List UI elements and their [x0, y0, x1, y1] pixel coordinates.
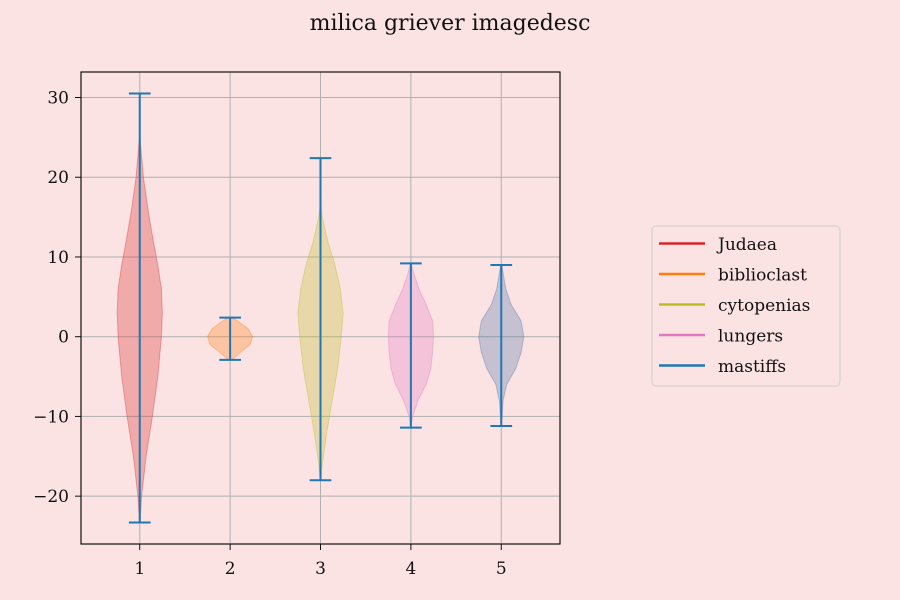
legend-label: Judaea [716, 235, 777, 255]
x-tick-label: 5 [496, 559, 507, 579]
legend-item: biblioclast [659, 266, 807, 286]
y-tick-label: 0 [58, 328, 69, 348]
x-axis: 1 2 3 4 5 [134, 544, 507, 579]
x-tick: 5 [496, 544, 507, 579]
x-tick: 4 [405, 544, 416, 579]
y-tick: 20 [47, 168, 81, 188]
legend-item: lungers [659, 327, 783, 347]
y-tick-label: 20 [47, 168, 69, 188]
y-tick-label: 10 [47, 248, 69, 268]
y-axis: 30 20 10 0 −10 −20 [33, 89, 81, 507]
legend-item: cytopenias [659, 296, 810, 316]
x-tick-label: 1 [134, 559, 145, 579]
legend: Judaea biblioclast cytopenias lungers ma… [651, 225, 841, 387]
y-tick: 30 [47, 89, 81, 109]
legend-item: mastiffs [659, 357, 786, 377]
violin-whiskers [128, 92, 513, 524]
x-tick: 1 [134, 544, 145, 579]
y-tick: 0 [58, 328, 81, 348]
y-tick-label: −20 [33, 487, 69, 507]
x-tick-label: 3 [315, 559, 326, 579]
y-tick-label: −10 [33, 407, 69, 427]
y-tick: −20 [33, 487, 81, 507]
chart-title: milica griever imagedesc [310, 11, 591, 36]
x-tick: 3 [315, 544, 326, 579]
x-tick-label: 2 [225, 559, 236, 579]
legend-box [651, 225, 841, 387]
legend-label: lungers [718, 327, 783, 347]
legend-label: biblioclast [718, 266, 807, 286]
x-tick: 2 [225, 544, 236, 579]
y-tick: −10 [33, 407, 81, 427]
legend-item: Judaea [659, 235, 777, 255]
y-tick-label: 30 [47, 89, 69, 109]
legend-label: cytopenias [718, 296, 810, 316]
y-tick: 10 [47, 248, 81, 268]
x-tick-label: 4 [405, 559, 416, 579]
legend-label: mastiffs [718, 357, 786, 377]
